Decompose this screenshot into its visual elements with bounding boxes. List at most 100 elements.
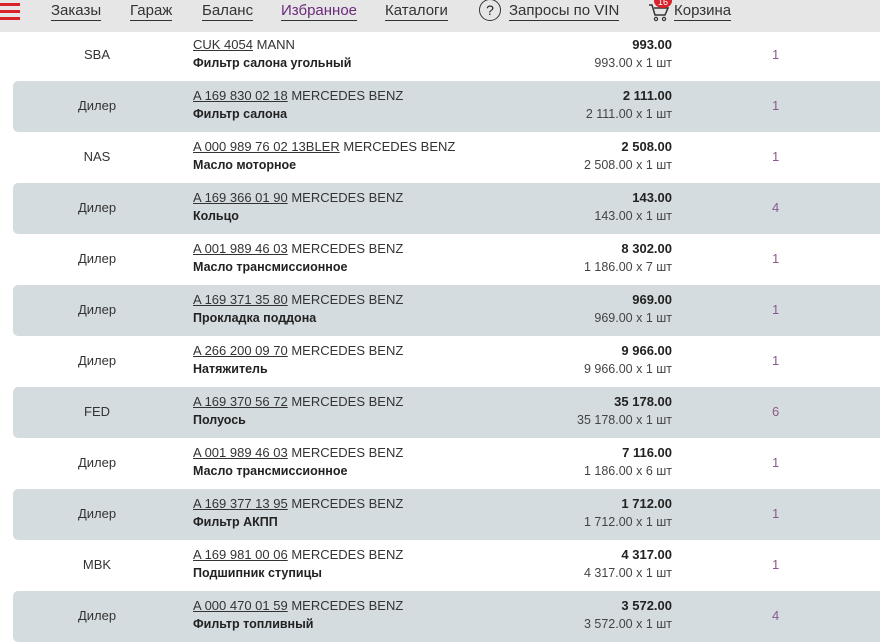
quantity: 1 bbox=[772, 455, 780, 470]
order-items-list: SBA CUK 4054 MANN Фильтр салона угольный… bbox=[0, 30, 880, 642]
part-name: Фильтр салона bbox=[193, 107, 288, 121]
brand: MERCEDES BENZ bbox=[291, 598, 404, 613]
cart-icon[interactable] bbox=[648, 2, 670, 22]
nav-vin-requests[interactable]: Запросы по VIN bbox=[509, 2, 620, 21]
part-code-link[interactable]: A 169 830 02 18 bbox=[193, 88, 288, 103]
nav-garage[interactable]: Гараж bbox=[130, 2, 173, 21]
quantity: 1 bbox=[772, 149, 780, 164]
supplier: Дилер bbox=[77, 302, 117, 317]
quantity: 1 bbox=[772, 557, 780, 572]
total-price: 4 317.00 bbox=[621, 547, 672, 562]
total-price: 8 302.00 bbox=[621, 241, 672, 256]
part-name: Масло трансмиссионное bbox=[193, 260, 348, 274]
help-icon[interactable]: ? bbox=[479, 0, 501, 21]
part-code-line: A 000 989 76 02 13BLER MERCEDES BENZ bbox=[193, 139, 455, 154]
part-code-link[interactable]: A 000 989 76 02 13BLER bbox=[193, 139, 340, 154]
quantity: 1 bbox=[772, 506, 780, 521]
brand: MERCEDES BENZ bbox=[291, 394, 404, 409]
unit-price: 1 712.00 x 1 шт bbox=[583, 515, 672, 529]
table-row: Дилер A 169 377 13 95 MERCEDES BENZ Филь… bbox=[13, 489, 880, 540]
nav-cart[interactable]: Корзина bbox=[674, 2, 732, 21]
part-name: Фильтр салона угольный bbox=[193, 56, 352, 70]
quantity: 1 bbox=[772, 353, 780, 368]
total-price: 1 712.00 bbox=[621, 496, 672, 511]
supplier: Дилер bbox=[77, 608, 117, 623]
part-code-link[interactable]: A 169 377 13 95 bbox=[193, 496, 288, 511]
table-row: Дилер A 169 830 02 18 MERCEDES BENZ Филь… bbox=[13, 81, 880, 132]
part-code-line: A 001 989 46 03 MERCEDES BENZ bbox=[193, 445, 403, 460]
part-code-line: A 169 371 35 80 MERCEDES BENZ bbox=[193, 292, 403, 307]
brand: MERCEDES BENZ bbox=[291, 496, 404, 511]
table-row: NAS A 000 989 76 02 13BLER MERCEDES BENZ… bbox=[0, 132, 880, 183]
unit-price: 2 508.00 x 1 шт bbox=[583, 158, 672, 172]
cart-count-badge: 16 bbox=[654, 0, 672, 8]
unit-price: 993.00 x 1 шт bbox=[594, 56, 672, 70]
supplier: Дилер bbox=[77, 455, 117, 470]
top-nav: Заказы Гараж Баланс Избранное Каталоги ?… bbox=[0, 0, 880, 32]
table-row: Дилер A 169 366 01 90 MERCEDES BENZ Коль… bbox=[13, 183, 880, 234]
total-price: 9 966.00 bbox=[621, 343, 672, 358]
part-name: Фильтр топливный bbox=[193, 617, 314, 631]
part-code-link[interactable]: A 169 370 56 72 bbox=[193, 394, 288, 409]
nav-orders[interactable]: Заказы bbox=[51, 2, 102, 21]
menu-icon[interactable] bbox=[0, 3, 20, 23]
table-row: Дилер A 000 470 01 59 MERCEDES BENZ Филь… bbox=[13, 591, 880, 642]
nav-balance[interactable]: Баланс bbox=[202, 2, 254, 21]
unit-price: 1 186.00 x 7 шт bbox=[583, 260, 672, 274]
brand: MERCEDES BENZ bbox=[343, 139, 456, 154]
supplier: Дилер bbox=[77, 98, 117, 113]
total-price: 993.00 bbox=[632, 37, 672, 52]
total-price: 143.00 bbox=[632, 190, 672, 205]
total-price: 2 111.00 bbox=[622, 88, 672, 103]
part-code-link[interactable]: A 000 470 01 59 bbox=[193, 598, 288, 613]
brand: MERCEDES BENZ bbox=[291, 343, 404, 358]
part-code-line: A 169 366 01 90 MERCEDES BENZ bbox=[193, 190, 403, 205]
unit-price: 3 572.00 x 1 шт bbox=[583, 617, 672, 631]
part-name: Масло трансмиссионное bbox=[193, 464, 348, 478]
part-code-line: A 169 981 00 06 MERCEDES BENZ bbox=[193, 547, 403, 562]
table-row: Дилер A 001 989 46 03 MERCEDES BENZ Масл… bbox=[0, 234, 880, 285]
unit-price: 1 186.00 x 6 шт bbox=[583, 464, 672, 478]
total-price: 969.00 bbox=[632, 292, 672, 307]
table-row: FED A 169 370 56 72 MERCEDES BENZ Полуос… bbox=[13, 387, 880, 438]
nav-catalogs[interactable]: Каталоги bbox=[385, 2, 448, 21]
brand: MERCEDES BENZ bbox=[291, 445, 404, 460]
nav-favorites[interactable]: Избранное bbox=[281, 2, 358, 21]
supplier: Дилер bbox=[77, 251, 117, 266]
unit-price: 9 966.00 x 1 шт bbox=[583, 362, 672, 376]
part-code-link[interactable]: A 169 981 00 06 bbox=[193, 547, 288, 562]
part-code-line: A 169 830 02 18 MERCEDES BENZ bbox=[193, 88, 403, 103]
part-code-link[interactable]: CUK 4054 bbox=[193, 37, 253, 52]
brand: MERCEDES BENZ bbox=[291, 241, 404, 256]
part-code-link[interactable]: A 169 371 35 80 bbox=[193, 292, 288, 307]
table-row: MBK A 169 981 00 06 MERCEDES BENZ Подшип… bbox=[0, 540, 880, 591]
brand: MERCEDES BENZ bbox=[291, 190, 404, 205]
part-code-line: A 000 470 01 59 MERCEDES BENZ bbox=[193, 598, 403, 613]
part-code-link[interactable]: A 001 989 46 03 bbox=[193, 241, 288, 256]
brand: MERCEDES BENZ bbox=[291, 547, 404, 562]
brand: MERCEDES BENZ bbox=[291, 88, 404, 103]
supplier: Дилер bbox=[77, 506, 117, 521]
unit-price: 35 178.00 x 1 шт bbox=[577, 413, 672, 427]
part-name: Подшипник ступицы bbox=[193, 566, 322, 580]
unit-price: 4 317.00 x 1 шт bbox=[583, 566, 672, 580]
brand: MANN bbox=[256, 37, 295, 52]
table-row: SBA CUK 4054 MANN Фильтр салона угольный… bbox=[0, 30, 880, 81]
part-name: Фильтр АКПП bbox=[193, 515, 278, 529]
part-code-link[interactable]: A 266 200 09 70 bbox=[193, 343, 288, 358]
total-price: 35 178.00 bbox=[614, 394, 672, 409]
supplier: MBK bbox=[82, 557, 112, 572]
quantity: 4 bbox=[772, 200, 780, 215]
quantity: 6 bbox=[772, 404, 780, 419]
part-code-line: A 001 989 46 03 MERCEDES BENZ bbox=[193, 241, 403, 256]
total-price: 2 508.00 bbox=[621, 139, 672, 154]
part-code-link[interactable]: A 169 366 01 90 bbox=[193, 190, 288, 205]
supplier: NAS bbox=[83, 149, 111, 164]
part-code-link[interactable]: A 001 989 46 03 bbox=[193, 445, 288, 460]
supplier: FED bbox=[84, 404, 110, 419]
part-name: Прокладка поддона bbox=[193, 311, 317, 325]
unit-price: 969.00 x 1 шт bbox=[594, 311, 672, 325]
part-name: Масло моторное bbox=[193, 158, 297, 172]
unit-price: 2 111.00 x 1 шт bbox=[585, 107, 672, 121]
unit-price: 143.00 x 1 шт bbox=[594, 209, 672, 223]
